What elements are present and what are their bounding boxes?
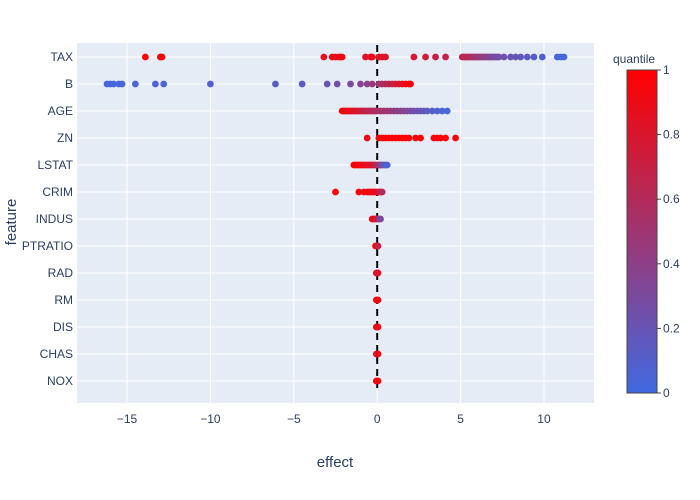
colorbar-tick-label: 0.8 [663, 128, 680, 142]
y-tick-label: RAD [48, 266, 74, 280]
point-chas [374, 350, 382, 358]
point-tax [442, 53, 449, 61]
point-rm [374, 296, 382, 304]
point-b [363, 80, 371, 88]
point-zn [412, 134, 419, 142]
point-tax [368, 53, 376, 61]
point-tax [500, 53, 508, 61]
point-b [368, 80, 376, 88]
point-tax [538, 53, 546, 61]
point-b [323, 80, 331, 88]
point-crim [332, 188, 339, 196]
point-tax [560, 53, 568, 61]
point-b [207, 80, 214, 88]
point-tax [158, 53, 166, 61]
point-tax [382, 53, 389, 61]
point-zn [405, 134, 413, 142]
point-b [333, 80, 341, 88]
point-tax [507, 53, 515, 61]
y-tick-label: RM [54, 293, 73, 307]
x-tick-label: 0 [374, 412, 381, 426]
point-tax [338, 53, 346, 61]
x-axis-label: effect [317, 454, 354, 471]
plot-background [77, 43, 594, 403]
y-tick-labels: TAX B AGE ZN LSTAT CRIM INDUS PTRATIO RAD RM DIS CH… [22, 50, 74, 388]
point-tax [495, 53, 503, 61]
point-b [131, 80, 139, 88]
point-zn [452, 134, 459, 142]
y-tick-label: CRIM [42, 185, 73, 199]
x-tick-label: −5 [287, 412, 301, 426]
colorbar-gradient [626, 69, 658, 394]
point-b [160, 80, 168, 88]
point-b [110, 80, 118, 88]
y-tick-label: LSTAT [37, 158, 73, 172]
colorbar-title: quantile [613, 52, 655, 66]
point-zn [437, 134, 444, 142]
point-age [443, 107, 451, 115]
point-b [407, 80, 414, 88]
x-tick-label: −10 [200, 412, 221, 426]
point-nox [374, 377, 382, 385]
point-age [433, 107, 441, 115]
point-b [118, 80, 126, 88]
point-ptratio [374, 242, 382, 250]
x-tick-label: 10 [537, 412, 551, 426]
point-lstat [383, 161, 391, 169]
y-tick-label: TAX [51, 50, 73, 64]
point-zn [442, 134, 449, 142]
point-b [151, 80, 159, 88]
point-tax [422, 53, 429, 61]
point-dis [374, 323, 382, 331]
y-tick-label: INDUS [36, 212, 73, 226]
point-zn [363, 134, 371, 142]
y-tick-label: NOX [47, 374, 73, 388]
data-points [103, 53, 568, 385]
y-tick-label: B [65, 77, 73, 91]
colorbar-tick-label: 0.6 [663, 192, 680, 206]
point-tax [530, 53, 538, 61]
point-tax [523, 53, 531, 61]
point-age [428, 107, 436, 115]
x-tick-labels: −15 −10 −5 0 5 10 [117, 412, 551, 426]
colorbar-tick-label: 0.4 [663, 257, 680, 271]
point-crim [355, 188, 363, 196]
colorbar-tick-label: 0.2 [663, 321, 680, 335]
colorbar-tick-label: 1 [663, 63, 670, 77]
y-tick-label: DIS [53, 320, 73, 334]
point-age [438, 107, 446, 115]
colorbar-tick-labels: 0 0.2 0.4 0.6 0.8 1 [657, 63, 680, 400]
colorbar-tick-label: 0 [663, 386, 670, 400]
point-tax [362, 53, 369, 61]
colorbar: quantile 0 0.2 0.4 0.6 0.8 1 [613, 52, 680, 400]
point-zn [417, 134, 424, 142]
point-tax [141, 53, 149, 61]
grid-lines [77, 43, 594, 403]
point-crim [378, 188, 386, 196]
point-tax [517, 53, 525, 61]
point-rad [374, 269, 382, 277]
y-tick-label: CHAS [40, 347, 73, 361]
x-tick-label: −15 [117, 412, 138, 426]
point-indus [377, 215, 384, 223]
x-tick-label: 5 [457, 412, 464, 426]
y-tick-label: ZN [57, 131, 73, 145]
point-tax [432, 53, 439, 61]
point-b [347, 80, 354, 88]
y-tick-label: PTRATIO [22, 239, 73, 253]
y-axis-label: feature [3, 199, 20, 246]
point-b [357, 80, 364, 88]
y-tick-label: AGE [48, 104, 73, 118]
point-tax [410, 53, 418, 61]
point-b [298, 80, 306, 88]
point-tax [512, 53, 520, 61]
point-b [272, 80, 279, 88]
point-tax [320, 53, 328, 61]
point-age [423, 107, 431, 115]
